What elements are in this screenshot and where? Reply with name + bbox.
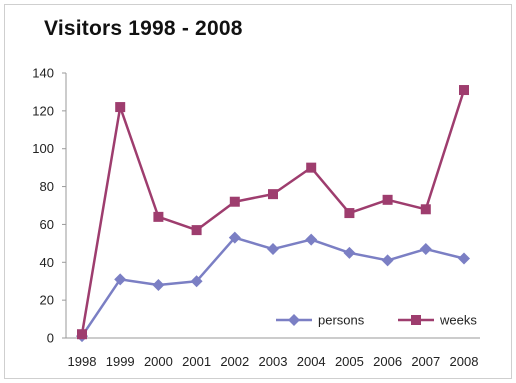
legend-marker-weeks (411, 315, 421, 325)
data-point-weeks (459, 85, 469, 96)
x-tick-label: 2003 (259, 354, 288, 369)
y-tick-label: 40 (40, 255, 54, 270)
data-point-persons (267, 243, 279, 256)
data-point-persons (228, 231, 241, 244)
x-tick-label: 2004 (297, 354, 326, 369)
legend-label-weeks: weeks (439, 313, 477, 328)
series-layer (76, 85, 470, 343)
data-point-persons (419, 243, 432, 256)
data-point-persons (190, 275, 203, 288)
y-tick-label: 20 (40, 293, 54, 308)
data-point-weeks (420, 204, 431, 215)
legend: persons weeks (276, 313, 477, 328)
data-point-persons (305, 233, 318, 246)
legend-item-weeks: weeks (398, 313, 477, 328)
y-tick-label: 80 (40, 179, 54, 194)
x-tick-label: 2005 (335, 354, 364, 369)
x-tick-label: 2002 (220, 354, 249, 369)
data-point-weeks (153, 211, 164, 222)
x-tick-label: 2008 (450, 354, 479, 369)
y-tick-label: 60 (40, 217, 54, 232)
x-axis-ticks: 1998 1999 2000 2001 2002 2003 2004 2005 2006 2007… (68, 354, 479, 369)
data-point-weeks (382, 194, 393, 205)
x-tick-label: 2000 (144, 354, 173, 369)
data-point-weeks (344, 208, 355, 219)
y-tick-label: 0 (47, 331, 54, 346)
x-tick-label: 2001 (182, 354, 211, 369)
axes (65, 73, 480, 339)
y-tick-label: 100 (32, 141, 54, 156)
chart-title: Visitors 1998 - 2008 (44, 17, 243, 40)
legend-marker-persons (288, 314, 300, 326)
y-tick-label: 120 (32, 103, 54, 118)
data-point-persons (152, 279, 165, 291)
chart-frame (4, 4, 512, 379)
data-point-persons (458, 252, 470, 265)
legend-label-persons: persons (318, 313, 365, 328)
x-tick-label: 1999 (106, 354, 135, 369)
y-axis-ticks: 0 20 40 60 80 100 120 140 (32, 66, 66, 346)
data-point-weeks (115, 102, 126, 113)
data-point-weeks (191, 225, 202, 236)
x-tick-label: 2006 (373, 354, 402, 369)
data-point-persons (381, 254, 394, 267)
legend-item-persons: persons (276, 313, 365, 328)
x-tick-label: 2007 (411, 354, 440, 369)
data-point-weeks (306, 162, 317, 173)
data-point-persons (343, 246, 356, 259)
data-point-weeks (77, 329, 87, 340)
data-point-weeks (229, 196, 240, 207)
data-point-weeks (268, 189, 278, 200)
series-weeks (77, 85, 469, 340)
data-point-persons (114, 273, 127, 286)
x-tick-label: 1998 (68, 354, 97, 369)
series-line-weeks (80, 89, 466, 335)
y-tick-label: 140 (32, 66, 54, 81)
series-persons (76, 231, 470, 343)
